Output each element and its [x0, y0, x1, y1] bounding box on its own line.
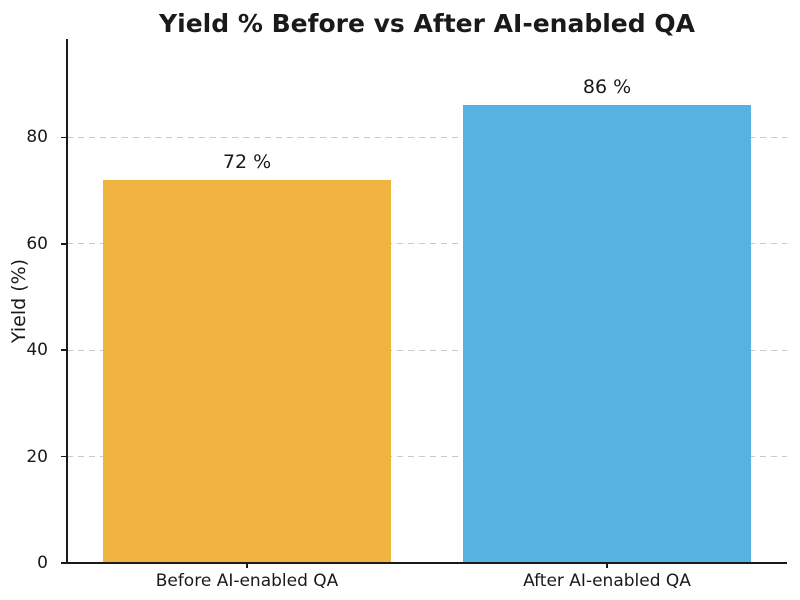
- y-tick-label: 20: [26, 446, 48, 467]
- y-tick-mark: [61, 562, 67, 564]
- x-tick-label: After AI-enabled QA: [523, 571, 691, 591]
- gridline: [67, 243, 787, 245]
- x-tick-label: Before AI-enabled QA: [155, 571, 339, 591]
- y-axis-label: Yield (%): [8, 258, 30, 344]
- bar: [463, 105, 751, 563]
- y-axis-line: [66, 39, 68, 564]
- bar-value-label: 86 %: [582, 76, 632, 99]
- y-tick-label: 40: [26, 340, 48, 361]
- x-axis-line: [66, 562, 787, 564]
- y-tick-mark: [61, 136, 67, 139]
- y-tick-mark: [61, 455, 67, 458]
- x-tick-mark: [246, 563, 248, 568]
- bar-value-label: 72 %: [222, 150, 272, 173]
- gridline: [67, 349, 787, 351]
- gridline: [67, 456, 787, 458]
- y-tick-mark: [61, 349, 67, 351]
- y-tick-mark: [61, 243, 67, 245]
- y-tick-label: 0: [37, 553, 48, 573]
- bar: [103, 179, 391, 563]
- gridline: [67, 136, 787, 138]
- y-tick-label: 60: [26, 233, 48, 254]
- y-tick-label: 80: [26, 127, 48, 148]
- chart-title: Yield % Before vs After AI-enabled QA: [159, 9, 695, 38]
- x-tick-mark: [606, 563, 608, 568]
